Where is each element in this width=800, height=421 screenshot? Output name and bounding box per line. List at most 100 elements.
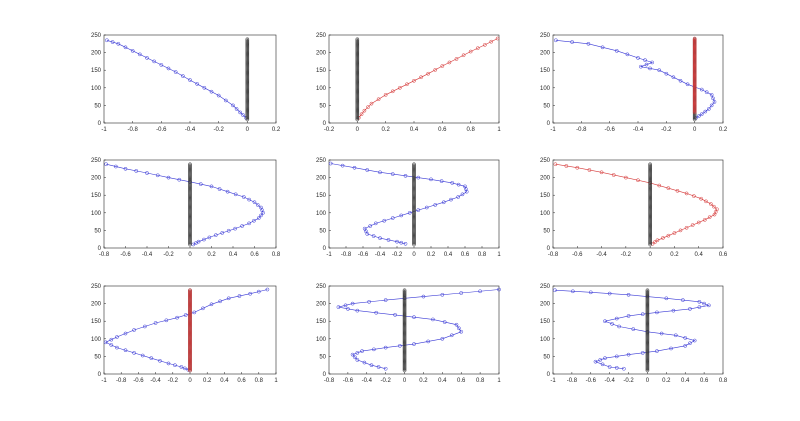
x-tick-label: 0.2 <box>670 252 679 258</box>
plot-frame <box>552 34 724 124</box>
data-point <box>440 292 445 297</box>
data-point <box>611 173 616 177</box>
data-point <box>706 303 711 308</box>
data-point <box>426 339 431 344</box>
data-point <box>681 298 685 302</box>
data-point <box>140 353 145 358</box>
x-tick-label: 0.8 <box>476 378 485 384</box>
data-point <box>350 352 355 357</box>
data-point <box>407 210 412 215</box>
data-point <box>397 343 402 348</box>
plot-frame <box>328 285 500 375</box>
data-point <box>460 192 465 197</box>
x-tick-label: 0.4 <box>220 378 229 384</box>
x-tick-label: 0.6 <box>438 127 447 133</box>
subplot-4: -0.8 -0.6 -0.4 -0.2 0 0.2 0.4 0.6 0.8 0 50 100 150 20… <box>91 158 281 258</box>
data-point <box>588 290 593 295</box>
x-tick-label: 0 <box>648 252 652 258</box>
data-point <box>238 110 243 115</box>
data-point <box>463 184 467 189</box>
data-point <box>671 308 676 313</box>
data-point <box>195 82 200 86</box>
data-point <box>697 299 702 304</box>
data-point <box>702 217 707 222</box>
x-tick-label: 0.6 <box>719 252 728 258</box>
y-tick-label: 150 <box>91 319 102 325</box>
column-marker <box>188 288 192 293</box>
y-tick-label: 50 <box>319 354 326 360</box>
data-point <box>362 108 367 113</box>
data-point <box>123 331 128 336</box>
data-point <box>669 346 673 351</box>
x-tick-label: -0.2 <box>392 252 403 258</box>
data-point <box>657 68 662 73</box>
data-point <box>132 351 136 355</box>
data-point <box>386 238 391 242</box>
data-point <box>586 41 591 46</box>
data-point <box>226 228 231 233</box>
column-marker <box>245 37 250 42</box>
data-point <box>202 85 207 90</box>
data-point <box>454 322 459 327</box>
data-point <box>711 96 715 101</box>
x-tick-label: -0.6 <box>586 378 597 384</box>
y-tick-label: 0 <box>98 372 102 378</box>
y-tick-label: 100 <box>316 86 327 92</box>
data-point <box>657 183 662 188</box>
series-line <box>554 289 710 369</box>
x-tick-label: -0.8 <box>567 378 578 384</box>
column-marker <box>412 163 416 168</box>
data-point <box>626 314 631 318</box>
data-point <box>696 220 701 225</box>
y-tick-label: 200 <box>316 176 327 182</box>
data-point <box>350 301 355 306</box>
column-marker <box>645 289 650 294</box>
subplot-7: -1 -0.8 -0.6 -0.4 -0.2 0 0.2 0.4 0.6 0.8 1 0 50 100 15… <box>91 284 278 384</box>
x-tick-label: 0.2 <box>662 378 671 384</box>
data-point <box>209 184 214 189</box>
x-tick-label: -0.4 <box>633 127 644 133</box>
x-tick-label: 0.6 <box>237 378 246 384</box>
data-point <box>390 89 395 94</box>
data-point <box>442 320 447 324</box>
x-tick-label: -0.4 <box>150 378 161 384</box>
data-point <box>697 305 702 309</box>
data-point <box>631 327 636 331</box>
data-point <box>570 289 575 294</box>
data-point <box>614 316 619 321</box>
data-point <box>237 294 242 298</box>
data-point <box>116 41 121 46</box>
data-point <box>621 366 626 371</box>
data-point <box>684 225 689 230</box>
x-tick-label: 0 <box>246 127 250 133</box>
x-tick-label: -0.2 <box>324 127 335 133</box>
y-tick-label: 100 <box>316 337 327 343</box>
data-point <box>468 49 473 54</box>
data-point <box>372 347 376 352</box>
x-tick-label: 0.2 <box>203 378 212 384</box>
data-point <box>225 189 230 194</box>
data-point <box>553 38 558 43</box>
data-point <box>638 64 643 69</box>
data-point <box>355 308 360 313</box>
column-marker <box>188 163 192 168</box>
data-point <box>346 307 350 311</box>
y-tick-label: 150 <box>91 193 102 199</box>
subplot-1: -1 -0.8 -0.6 -0.4 -0.2 0 0.2 0 50 100 150 200 250 <box>91 33 281 133</box>
x-tick-label: 0.8 <box>466 127 475 133</box>
y-tick-label: 0 <box>323 246 327 252</box>
data-point <box>209 302 214 307</box>
data-point <box>625 52 630 57</box>
data-point <box>256 289 261 294</box>
y-tick-label: 150 <box>316 319 327 325</box>
data-point <box>166 361 171 366</box>
y-tick-label: 150 <box>91 68 102 74</box>
x-tick-label: -0.2 <box>213 127 224 133</box>
data-point <box>376 97 381 102</box>
data-point <box>137 52 142 57</box>
y-tick-label: 50 <box>543 354 550 360</box>
x-tick-label: 1 <box>497 127 501 133</box>
data-point <box>603 356 607 361</box>
data-point <box>697 114 701 118</box>
